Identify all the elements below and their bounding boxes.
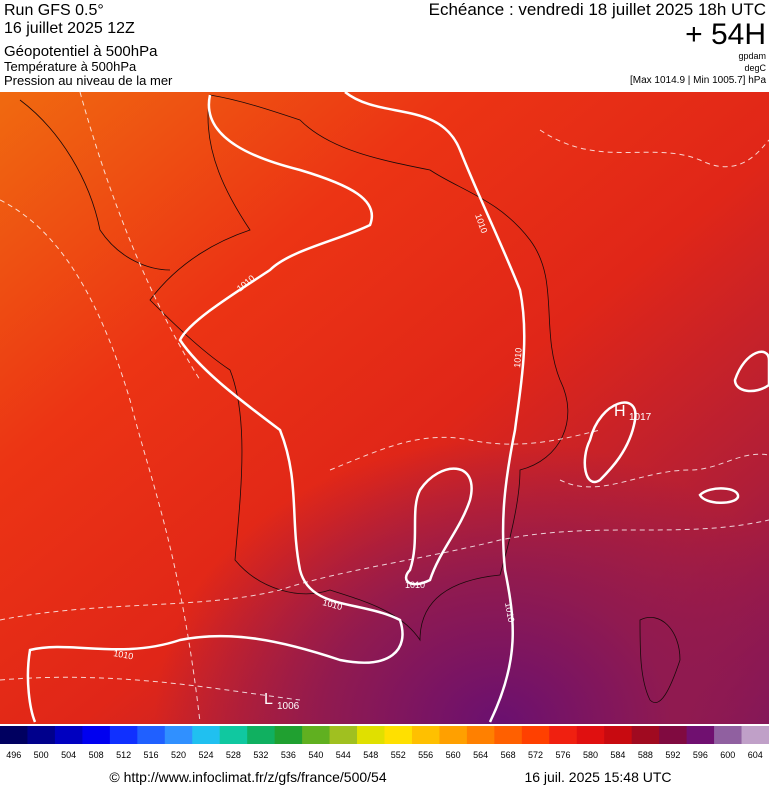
scale-label: 576 xyxy=(556,750,571,760)
scale-label: 528 xyxy=(226,750,241,760)
scale-swatch xyxy=(192,726,221,744)
scale-swatch xyxy=(0,726,28,744)
unit: gpdam xyxy=(738,51,766,61)
scale-swatch xyxy=(27,726,56,744)
scale-label: 516 xyxy=(144,750,159,760)
scale-swatch xyxy=(494,726,523,744)
scale-swatch xyxy=(219,726,248,744)
source: © http://www.infoclimat.fr/z/gfs/france/… xyxy=(109,769,386,785)
scale-swatch xyxy=(54,726,83,744)
scale-swatch xyxy=(357,726,385,744)
scale-swatch xyxy=(109,726,138,744)
map-shading xyxy=(0,92,769,724)
unit: degC xyxy=(744,63,766,73)
scale-swatch xyxy=(521,726,550,744)
high-value: 1017 xyxy=(629,412,652,423)
isobar-label: 1010 xyxy=(512,347,524,368)
generated-time: 16 juil. 2025 15:48 UTC xyxy=(524,769,671,785)
scale-label: 592 xyxy=(665,750,680,760)
scale-label: 508 xyxy=(89,750,104,760)
scale-swatch xyxy=(466,726,495,744)
isobar-label: 1010 xyxy=(405,580,425,590)
scale-swatch xyxy=(604,726,633,744)
scale-label: 504 xyxy=(61,750,76,760)
scale-label: 556 xyxy=(418,750,433,760)
scale-label: 584 xyxy=(610,750,625,760)
scale-swatch xyxy=(439,726,468,744)
run: Run GFS 0.5° xyxy=(4,2,104,19)
scale-label: 548 xyxy=(363,750,378,760)
scale-label: 596 xyxy=(693,750,708,760)
field: Température à 500hPa xyxy=(4,59,137,74)
scale-swatch xyxy=(549,726,578,744)
scale-label: 580 xyxy=(583,750,598,760)
scale-swatch xyxy=(302,726,331,744)
scale-label: 572 xyxy=(528,750,543,760)
scale-label: 500 xyxy=(34,750,49,760)
run-date: 16 juillet 2025 12Z xyxy=(4,20,135,37)
valid-time: Echéance : vendredi 18 juillet 2025 18h … xyxy=(429,0,766,19)
isobar-label: 1010 xyxy=(503,602,516,623)
scale-swatch xyxy=(411,726,440,744)
scale-label: 604 xyxy=(748,750,763,760)
isobar-labels: 1010 1010 1010 1010 1010 1010 1010 H 101… xyxy=(113,212,652,712)
scale-swatch xyxy=(714,726,743,744)
scale-swatch xyxy=(247,726,276,744)
scale-swatch xyxy=(576,726,605,744)
scale-label: 512 xyxy=(116,750,131,760)
scale-swatch xyxy=(82,726,111,744)
isobars xyxy=(26,91,769,723)
scale-swatch xyxy=(741,726,769,744)
scale-swatch xyxy=(329,726,358,744)
lead-time: + 54H xyxy=(685,18,766,51)
scale-label: 564 xyxy=(473,750,488,760)
scale-label: 600 xyxy=(720,750,735,760)
scale-swatch xyxy=(631,726,660,744)
scale-swatch xyxy=(274,726,303,744)
isotherms xyxy=(0,91,769,723)
scale-label: 540 xyxy=(308,750,323,760)
scale-swatch xyxy=(137,726,166,744)
pressure-range: [Max 1014.9 | Min 1005.7] hPa xyxy=(630,75,766,86)
scale-label: 568 xyxy=(501,750,516,760)
scale-label: 496 xyxy=(6,750,21,760)
scale-label: 520 xyxy=(171,750,186,760)
coastlines xyxy=(19,94,681,703)
header: Run GFS 0.5° 16 juillet 2025 12Z Géopote… xyxy=(4,0,767,88)
scale-label: 552 xyxy=(391,750,406,760)
field: Géopotentiel à 500hPa xyxy=(4,43,158,60)
scale-label: 532 xyxy=(253,750,268,760)
scale-label: 560 xyxy=(446,750,461,760)
scale-swatch xyxy=(164,726,193,744)
color-scale: 496 500 504 508 512 516 520 524 528 532 536 540 544 5… xyxy=(0,726,769,760)
scale-swatch xyxy=(659,726,688,744)
scale-label: 536 xyxy=(281,750,296,760)
scale-label: 524 xyxy=(198,750,213,760)
scale-swatch xyxy=(686,726,715,744)
low-marker: L xyxy=(264,691,273,708)
map: 1010 1010 1010 1010 1010 1010 1010 H 101… xyxy=(0,91,769,724)
field: Pression au niveau de la mer xyxy=(4,73,173,88)
scale-label: 544 xyxy=(336,750,351,760)
scale-label: 588 xyxy=(638,750,653,760)
high-marker: H xyxy=(614,403,626,420)
scale-swatch xyxy=(384,726,413,744)
isobar-label: 1010 xyxy=(113,648,134,661)
low-value: 1006 xyxy=(277,701,300,712)
